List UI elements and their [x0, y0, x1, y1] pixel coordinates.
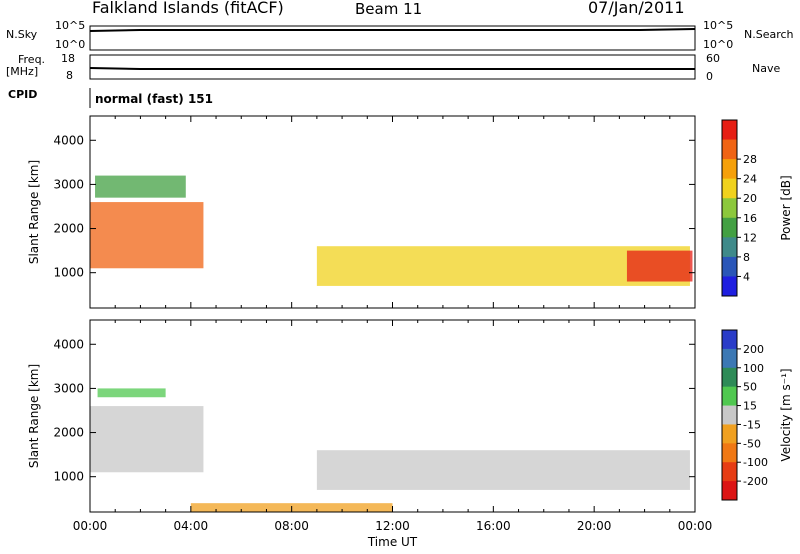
axes: 1000 2000 3000 4000 Slant Range [km] 1000 2000… — [27, 116, 712, 549]
colorbar-tick-label: 24 — [743, 173, 757, 186]
colorbar-tick-label: -200 — [743, 475, 768, 488]
colorbar-swatch — [722, 330, 737, 350]
colorbar-swatch — [722, 386, 737, 407]
x-tick-label: 00:00 — [678, 519, 713, 533]
colorbar-swatch — [722, 178, 737, 199]
echo-region — [95, 175, 186, 198]
y-tick-label: 1000 — [53, 266, 84, 280]
freq-unit: [MHz] — [6, 65, 39, 78]
colorbar-swatch — [722, 481, 737, 501]
colorbar-swatch — [722, 405, 737, 425]
cpid-value: normal (fast) 151 — [95, 92, 213, 106]
freq-trace — [89, 67, 695, 70]
y-tick-label: 3000 — [53, 177, 84, 191]
beam-label: Beam 11 — [355, 0, 423, 18]
y-tick-label: 1000 — [53, 470, 84, 484]
colorbar-tick-label: 28 — [743, 153, 757, 166]
colorbar-swatch — [722, 424, 737, 444]
cpid-label: CPID — [8, 88, 38, 101]
nave-tick-top: 60 — [706, 52, 720, 65]
colorbar-tick-label: 16 — [743, 212, 757, 225]
echo-region — [90, 202, 204, 269]
nsearch-tick-top: 10^5 — [703, 19, 734, 32]
nsky-tick-bottom: 10^0 — [55, 38, 86, 51]
colorbar-tick-label: 50 — [743, 381, 757, 394]
nsky-panel — [89, 25, 696, 51]
echo-region — [316, 450, 690, 490]
nave-tick-bottom: 0 — [706, 70, 713, 83]
colorbar-swatch — [722, 256, 737, 277]
date-label: 07/Jan/2011 — [588, 0, 685, 17]
echo-region — [90, 406, 204, 473]
x-tick-label: 04:00 — [174, 519, 209, 533]
colorbar-tick-label: 8 — [743, 251, 750, 264]
station-title: Falkland Islands (fitACF) — [92, 0, 284, 17]
colorbar-swatch — [722, 237, 737, 258]
colorbar-swatch — [722, 367, 737, 388]
x-tick-label: 20:00 — [577, 519, 612, 533]
colorbar-swatch — [722, 120, 737, 141]
colorbar-label: Power [dB] — [779, 175, 793, 240]
echo-region — [97, 388, 166, 398]
colorbar-swatch — [722, 443, 737, 463]
colorbar-frame — [721, 119, 738, 297]
nave-label: Nave — [752, 62, 781, 75]
y-tick-label: 4000 — [53, 337, 84, 351]
colorbars: 4 8 12 16 20 24 28 Power [dB] 200 100 50 15 -15 -50 -1… — [721, 119, 793, 501]
colorbar-tick-label: -50 — [743, 437, 761, 450]
x-tick-label: 08:00 — [274, 519, 309, 533]
power-panel — [90, 175, 693, 286]
colorbar-tick-label: 12 — [743, 231, 757, 244]
colorbar-tick-label: 15 — [743, 400, 757, 413]
y-tick-label: 3000 — [53, 381, 84, 395]
colorbar-tick-label: -15 — [743, 418, 761, 431]
colorbar-swatch — [722, 198, 737, 219]
colorbar-tick-label: 200 — [743, 343, 764, 356]
freq-panel — [89, 54, 696, 80]
echo-region — [626, 250, 693, 282]
y-tick-label: 2000 — [53, 426, 84, 440]
freq-tick-top: 18 — [61, 52, 75, 65]
nsky-label: N.Sky — [6, 28, 38, 41]
velocity-panel — [90, 388, 690, 512]
colorbar-swatch — [722, 217, 737, 238]
colorbar-tick-label: 20 — [743, 192, 757, 205]
nsky-tick-top: 10^5 — [55, 19, 86, 32]
freq-label: Freq. — [18, 53, 46, 66]
y-axis-label: Slant Range [km] — [27, 364, 41, 468]
colorbar-label: Velocity [m s⁻¹] — [779, 368, 793, 461]
colorbar-swatch — [722, 462, 737, 482]
x-axis-label: Time UT — [367, 535, 418, 549]
colorbar-tick-label: -100 — [743, 456, 768, 469]
y-tick-label: 4000 — [53, 133, 84, 147]
colorbar-tick-label: 100 — [743, 362, 764, 375]
x-tick-label: 00:00 — [73, 519, 108, 533]
x-tick-label: 12:00 — [375, 519, 410, 533]
freq-tick-bottom: 8 — [66, 69, 73, 82]
colorbar-swatch — [722, 159, 737, 180]
colorbar-tick-label: 4 — [743, 270, 750, 283]
nsearch-label: N.Search — [744, 28, 794, 41]
colorbar-swatch — [722, 276, 737, 297]
y-axis-label: Slant Range [km] — [27, 160, 41, 264]
y-tick-label: 2000 — [53, 222, 84, 236]
nsearch-tick-bottom: 10^0 — [703, 38, 734, 51]
nsky-trace — [89, 28, 696, 32]
colorbar-frame — [721, 329, 738, 501]
x-tick-label: 16:00 — [476, 519, 511, 533]
colorbar-swatch — [722, 139, 737, 160]
colorbar-swatch — [722, 348, 737, 369]
